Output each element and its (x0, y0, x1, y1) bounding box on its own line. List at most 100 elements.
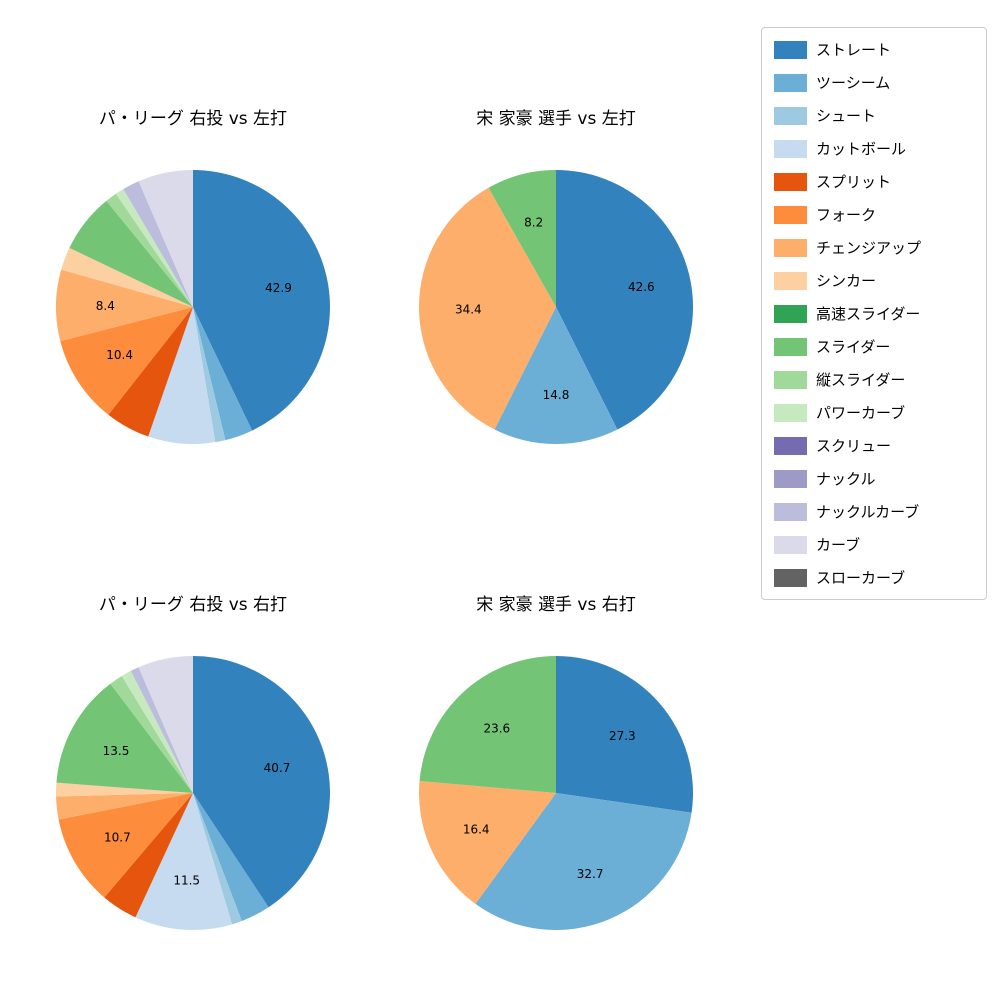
chart-title-pa-league-vs-rhb: パ・リーグ 右投 vs 右打 (98, 595, 288, 615)
pie-slice-1-3 (488, 170, 556, 307)
legend-label: シュート (816, 107, 877, 125)
pie-slice-3-1 (475, 793, 692, 930)
legend-swatch (774, 535, 807, 554)
legend-item: ナックルカーブ (774, 501, 974, 522)
legend-label: スライダー (816, 338, 891, 356)
pie-slice-0-0 (193, 170, 330, 431)
pie-slice-label: 11.5 (173, 874, 200, 888)
legend-swatch (774, 502, 807, 521)
pie-chart-pa-league-vs-lhb: 42.9 10.4 8.4 (56, 170, 330, 444)
legend-swatch (774, 205, 807, 224)
pie-slice-label: 8.2 (524, 215, 543, 229)
pie-slice-0-10 (115, 189, 193, 307)
legend-swatch (774, 304, 807, 323)
legend-swatch (774, 568, 807, 587)
pie-slice-2-6 (56, 793, 193, 820)
legend-swatch (774, 172, 807, 191)
pie-slice-0-1 (193, 307, 253, 441)
legend-item: スクリュー (774, 435, 974, 456)
legend-item: ストレート (774, 39, 974, 60)
legend-item: カットボール (774, 138, 974, 159)
legend-item: カーブ (774, 534, 974, 555)
legend-label: スプリット (816, 173, 892, 191)
legend-item: 高速スライダー (774, 303, 974, 324)
legend-swatch (774, 73, 807, 92)
legend-swatch (774, 403, 807, 422)
pie-slice-0-11 (123, 181, 193, 307)
pie-slice-label: 32.7 (577, 867, 604, 881)
pie-slice-0-6 (56, 269, 193, 342)
legend-label: 高速スライダー (816, 305, 921, 323)
legend-swatch (774, 271, 807, 290)
pie-slice-label: 16.4 (463, 823, 490, 837)
pie-slice-2-2 (193, 793, 242, 925)
legend-label: パワーカーブ (816, 404, 906, 422)
legend-swatch (774, 139, 807, 158)
legend-item: ツーシーム (774, 72, 974, 93)
legend-swatch (774, 40, 807, 59)
pie-slice-3-2 (419, 780, 556, 904)
legend-swatch (774, 238, 807, 257)
pie-slice-1-1 (494, 307, 618, 444)
pie-slice-2-7 (56, 782, 193, 797)
pie-slice-1-2 (419, 187, 556, 430)
pie-slice-2-12 (138, 656, 193, 793)
legend-label: ナックルカーブ (816, 503, 920, 521)
legend-label: 縦スライダー (816, 371, 906, 389)
pie-slice-label: 42.6 (628, 280, 655, 294)
legend-label: フォーク (816, 206, 877, 224)
legend-label: カットボール (816, 140, 907, 158)
pie-slice-2-11 (130, 667, 193, 793)
pie-slice-label: 34.4 (455, 302, 482, 316)
legend-label: スクリュー (816, 437, 892, 455)
pie-chart-player-vs-lhb: 42.6 14.8 34.4 8.2 (419, 170, 693, 444)
pie-slice-label: 10.4 (106, 348, 133, 362)
pie-slice-label: 40.7 (264, 761, 291, 775)
legend-swatch (774, 436, 807, 455)
chart-title-player-vs-rhb: 宋 家豪 選手 vs 右打 (476, 595, 636, 615)
legend-item: スプリット (774, 171, 974, 192)
pie-slice-2-4 (104, 793, 193, 918)
pie-slice-2-1 (193, 793, 269, 921)
legend-swatch (774, 370, 807, 389)
pie-slice-1-0 (556, 170, 693, 430)
legend-label: チェンジアップ (816, 239, 922, 257)
pie-chart-pa-league-vs-rhb: 40.7 11.5 10.7 13.5 (56, 656, 330, 930)
pie-slice-label: 13.5 (103, 744, 130, 758)
pie-slice-0-2 (193, 307, 226, 443)
pie-slice-2-0 (193, 656, 330, 908)
legend-label: ツーシーム (816, 74, 891, 92)
pie-slice-2-8 (56, 683, 193, 793)
pie-slice-0-5 (60, 307, 193, 415)
pie-slice-label: 42.9 (265, 281, 292, 295)
legend-label: ナックル (816, 470, 876, 488)
pie-slice-0-8 (69, 200, 193, 307)
chart-title-player-vs-lhb: 宋 家豪 選手 vs 左打 (476, 109, 636, 129)
legend-item: パワーカーブ (774, 402, 974, 423)
legend-item: スローカーブ (774, 567, 974, 588)
pie-slice-label: 10.7 (104, 831, 131, 845)
pie-slice-2-9 (110, 675, 193, 793)
pie-chart-player-vs-rhb: 27.3 32.7 16.4 23.6 (419, 656, 693, 930)
pie-slice-0-9 (106, 193, 193, 307)
legend: ストレートツーシームシュートカットボール スプリットフォークチェンジアップシンカー… (761, 27, 987, 600)
legend-swatch (774, 469, 807, 488)
legend-swatch (774, 337, 807, 356)
legend-label: スローカーブ (816, 569, 906, 587)
pie-slice-2-10 (121, 670, 193, 793)
pie-slice-0-7 (61, 247, 194, 307)
pie-slice-2-3 (135, 793, 233, 930)
chart-title-pa-league-vs-lhb: パ・リーグ 右投 vs 左打 (98, 109, 288, 129)
legend-item: シンカー (774, 270, 974, 291)
pie-slice-label: 27.3 (609, 729, 636, 743)
legend-item: シュート (774, 105, 974, 126)
legend-item: チェンジアップ (774, 237, 974, 258)
pie-slice-3-0 (556, 656, 693, 813)
legend-item: 縦スライダー (774, 369, 974, 390)
pie-slice-0-4 (108, 307, 193, 437)
pie-slice-label: 14.8 (543, 388, 570, 402)
pie-slice-0-3 (148, 307, 216, 444)
pie-slice-3-3 (419, 656, 556, 793)
legend-swatch (774, 106, 807, 125)
